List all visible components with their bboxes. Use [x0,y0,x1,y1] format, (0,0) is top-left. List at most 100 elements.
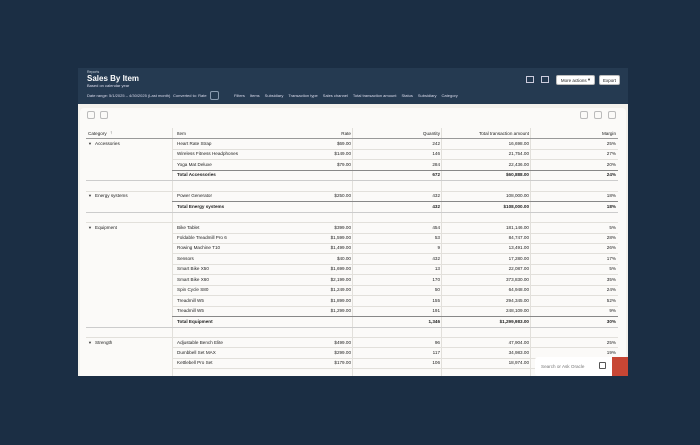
cell: Treadmill W5 [177,308,204,314]
cell: 21,754.00 [508,151,529,157]
schedule-icon[interactable] [541,76,549,83]
cell: $299.00 [334,349,351,355]
cell: 17% [606,255,616,261]
cell: 17,280.00 [508,255,529,261]
cell: Sensors [177,255,194,261]
subtitle: Based on calendar year [87,83,130,88]
oracle-button[interactable] [612,357,628,376]
cell: 181,146.00 [506,224,529,230]
row-line [86,211,618,213]
expand-icon: ▼ [88,140,92,146]
filters-bar: Filters Items Subsidiary Transaction type S… [234,93,458,98]
group-name: Accessories [95,140,120,146]
row-line [172,368,618,370]
row-line [86,337,618,338]
more-actions[interactable]: More actions ▾ [556,75,595,85]
collapse-icon[interactable] [100,111,108,119]
cell: Treadmill W5 [177,297,204,303]
cell: Dumbbell Set MAX [177,349,216,355]
expand-icon: ▼ [88,224,92,230]
total-cell: Total Energy systems [177,203,225,209]
cell: 24% [606,287,616,293]
chat-bar[interactable]: Search or Ask Oracle [535,357,628,376]
row-line [172,305,618,307]
column-header: Total transaction amount [478,130,529,136]
export-button[interactable]: Export [599,75,620,85]
cell: 432 [432,193,440,199]
row-line [172,347,618,349]
cell: 22,436.00 [508,161,529,167]
filter-chip[interactable]: Sales channel [322,93,348,98]
total-cell: 24% [606,172,616,178]
title: Sales By Item [87,74,140,83]
cell: 108,000.00 [506,193,529,199]
cell: 248,109.00 [506,308,529,314]
cell: 5% [609,266,616,272]
row-line [172,295,618,297]
cell: $1,249.00 [330,287,351,293]
total-cell: Total Equipment [177,318,213,324]
cell: $2,199.00 [330,276,351,282]
chat-icon[interactable] [599,362,606,369]
cell: $250.00 [334,193,351,199]
download-icon[interactable] [87,111,95,119]
filter-chip[interactable]: Items [249,93,260,98]
cell: 35% [606,276,616,282]
row-line [172,274,618,276]
edit-button[interactable] [210,91,219,100]
cell: Bike Tablet [177,224,200,230]
cell: 9% [609,308,616,314]
cell: 96 [434,339,440,345]
cell: 25% [606,339,616,345]
cell: 26% [606,245,616,251]
cell: $499.00 [334,339,351,345]
filter-chip[interactable]: Category [441,93,458,98]
row-line [172,357,618,359]
report-header: Reports Sales By Item Based on calendar … [78,68,628,104]
filter-chip[interactable]: Transaction type [288,93,318,98]
cell: $1,899.00 [330,297,351,303]
cell: 9 [437,245,440,251]
column-header: Quantity [422,130,440,136]
filter-chip[interactable]: Subsidiary [264,93,284,98]
cell: 432 [432,255,440,261]
report-window: Reports Sales By Item Based on calendar … [78,68,628,376]
chat-placeholder: Search or Ask Oracle [541,364,585,369]
more-actions-label: More actions [560,77,587,83]
cell: 242 [432,140,440,146]
report-table: Category Item Rate Quantity Total transactio… [80,108,626,376]
edit-icon[interactable] [580,111,588,119]
cell: 64,948.00 [508,287,529,293]
row-line [172,159,618,161]
filter-chip[interactable]: Subsidiary [417,93,437,98]
cell: 13,491.00 [508,245,529,251]
filter-chip[interactable]: Total transaction amount [352,93,397,98]
cell: 454 [432,224,440,230]
column-header: Item [177,130,186,136]
column-divider [441,128,442,376]
grid-icon[interactable] [594,111,602,119]
cell: 22,087.00 [508,266,529,272]
column-divider [352,128,353,376]
columns-icon[interactable] [608,111,616,119]
currency[interactable]: Converted to: Rate [173,93,207,98]
cell: 18% [606,193,616,199]
row-line [172,284,618,286]
total-cell: 30% [606,318,616,324]
row-line [86,190,618,192]
breadcrumb[interactable]: Reports [87,70,100,74]
cell: 373,830.00 [506,276,529,282]
cell: $1,299.00 [330,308,351,314]
total-cell: 1,346 [428,318,441,324]
row-line [86,222,618,224]
date-range[interactable]: Date range: 5/1/2025 – 4/30/2025 (Last m… [87,93,171,98]
cell: Kettlebell Pro Set [177,360,213,366]
cell: $1,599.00 [330,235,351,240]
table-header-line [86,138,618,140]
cell: 28% [606,235,616,240]
filter-chip[interactable]: Status [401,93,413,98]
cell: Yoga Mat Deluxe [177,161,212,167]
cell: 16,698.00 [508,140,529,146]
cell: 191 [432,308,440,314]
share-icon[interactable] [526,76,534,83]
